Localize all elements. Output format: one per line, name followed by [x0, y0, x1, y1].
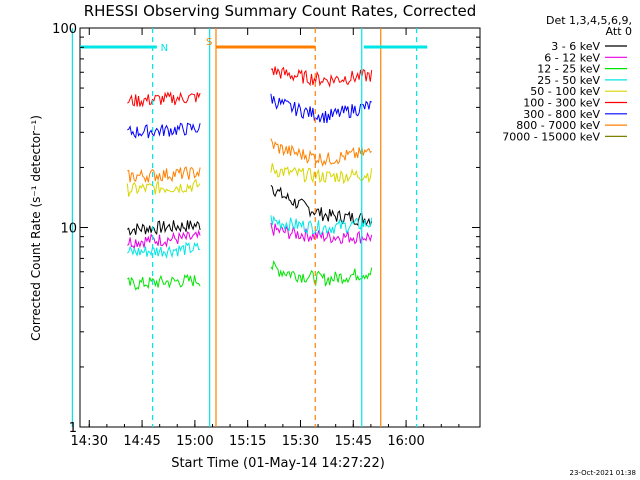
- y-tick-label: 10: [60, 222, 77, 237]
- x-tick-label: 15:00: [176, 434, 213, 449]
- y-tick-label: 100: [52, 22, 77, 37]
- x-tick-label: 14:45: [123, 434, 160, 449]
- x-axis-label: Start Time (01-May-14 14:27:22): [171, 456, 385, 471]
- legend-entry-label: 12 - 25 keV: [537, 63, 600, 76]
- series-line-1-part1: [127, 229, 201, 250]
- series-group: [126, 66, 373, 291]
- series-line-6-part2: [270, 93, 372, 124]
- series-line-6-part1: [127, 122, 201, 139]
- legend-header-line: Att 0: [606, 25, 632, 38]
- series-line-0-part2: [270, 185, 373, 228]
- legend-entry-label: 25 - 50 keV: [537, 74, 600, 87]
- footer-timestamp: 23-Oct-2021 01:38: [570, 469, 636, 477]
- chart-title: RHESSI Observing Summary Count Rates, Co…: [84, 2, 477, 20]
- axes-group: 14:30 14:45 15:00 15:15 15:30 15:45 16:00 1 10 10…: [52, 22, 480, 449]
- series-line-0-part1: [126, 220, 201, 236]
- series-line-5-part1: [127, 91, 201, 108]
- series-line-4-part1: [126, 178, 201, 197]
- series-line-7-part1: [127, 166, 201, 184]
- series-line-5-part2: [270, 66, 373, 88]
- markers-group: NS: [71, 28, 428, 427]
- series-line-1-part2: [270, 222, 373, 245]
- series-line-2-part1: [127, 273, 201, 291]
- plot-area-frame: [79, 27, 481, 428]
- legend-header-line: Det 1,3,4,5,6,9,: [546, 14, 632, 27]
- annotation-label: N: [161, 43, 168, 54]
- x-tick-label: 15:30: [282, 434, 319, 449]
- y-axis-label: Corrected Count Rate (s⁻¹ detector⁻¹): [29, 115, 43, 341]
- legend-entry-label: 7000 - 15000 keV: [502, 130, 600, 143]
- x-tick-label: 15:15: [229, 434, 266, 449]
- legend-entry-label: 50 - 100 keV: [530, 85, 600, 98]
- x-tick-label: 15:45: [335, 434, 372, 449]
- x-tick-label: 16:00: [387, 434, 424, 449]
- legend-entry-label: 300 - 800 keV: [523, 108, 600, 121]
- series-line-4-part2: [270, 163, 373, 185]
- annotation-label: S: [206, 37, 212, 48]
- x-tick-label: 14:30: [71, 434, 108, 449]
- legend-entry-label: 800 - 7000 keV: [516, 119, 600, 132]
- series-line-3-part2: [270, 215, 373, 235]
- legend-entry-label: 3 - 6 keV: [551, 40, 600, 53]
- legend-entry-label: 6 - 12 keV: [544, 51, 600, 64]
- legend-entry-label: 100 - 300 keV: [523, 97, 600, 110]
- series-line-2-part2: [270, 259, 373, 287]
- series-line-3-part1: [127, 241, 201, 260]
- series-line-7-part2: [270, 138, 372, 167]
- y-tick-label: 1: [69, 421, 77, 436]
